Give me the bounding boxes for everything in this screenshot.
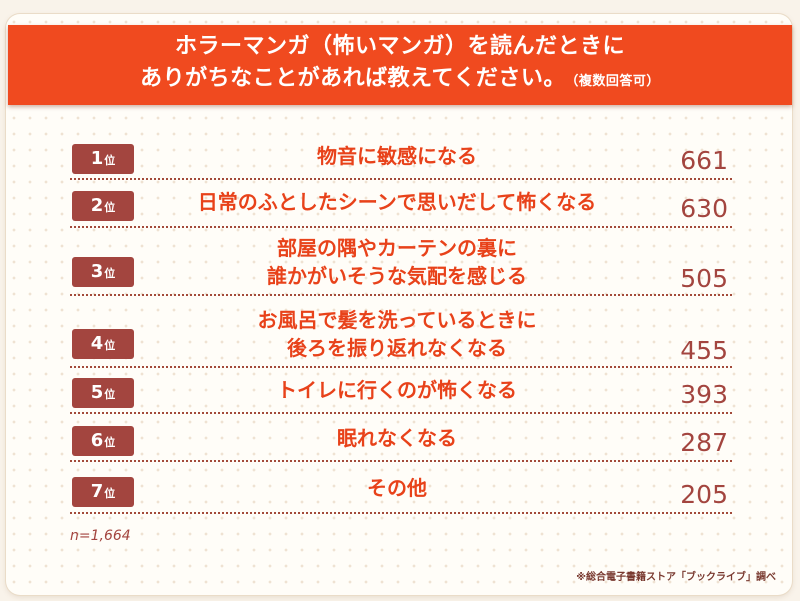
- question-header: ホラーマンガ（怖いマンガ）を読んだときに ありがちなことがあれば教えてください。…: [8, 25, 792, 105]
- answer-label-line: お風呂で髪を洗っているときに: [257, 308, 537, 332]
- rank-number: 7: [90, 481, 104, 502]
- rank-suffix: 位: [104, 154, 116, 167]
- answer-count: 455: [680, 336, 728, 365]
- row-divider: [70, 226, 732, 228]
- multiple-answers-note: （複数回答可）: [571, 74, 660, 89]
- rank-number: 3: [90, 261, 104, 282]
- answer-label: トイレに行くのが怖くなる: [162, 376, 632, 404]
- rank-badge: 5位: [72, 378, 134, 408]
- table-row: 7位 その他 205: [70, 470, 732, 514]
- answer-label-line: その他: [367, 476, 427, 500]
- row-divider: [70, 512, 732, 514]
- rank-badge: 4位: [72, 329, 134, 359]
- rank-badge: 6位: [72, 426, 134, 456]
- rank-suffix: 位: [104, 388, 116, 401]
- card-background: [6, 14, 792, 595]
- question-line-1: ホラーマンガ（怖いマンガ）を読んだときに: [174, 34, 625, 59]
- answer-label-line: 誰かがいそうな気配を感じる: [267, 264, 527, 288]
- table-row: 1位 物音に敏感になる 661: [70, 138, 732, 180]
- answer-label: 日常のふとしたシーンで思いだして怖くなる: [162, 188, 632, 216]
- rank-number: 4: [90, 333, 104, 354]
- answer-label-line: 日常のふとしたシーンで思いだして怖くなる: [197, 190, 597, 214]
- answer-count: 505: [680, 264, 728, 293]
- row-divider: [70, 460, 732, 462]
- rank-number: 5: [90, 382, 104, 403]
- answer-count: 393: [680, 380, 728, 409]
- rank-suffix: 位: [104, 436, 116, 449]
- rank-suffix: 位: [104, 487, 116, 500]
- answer-count: 630: [680, 194, 728, 223]
- row-divider: [70, 178, 732, 180]
- answer-count: 287: [680, 428, 728, 457]
- answer-label-line: トイレに行くのが怖くなる: [277, 378, 517, 402]
- answer-label: 眠れなくなる: [162, 424, 632, 452]
- rank-number: 1: [90, 148, 104, 169]
- table-row: 5位 トイレに行くのが怖くなる 393: [70, 372, 732, 414]
- rank-suffix: 位: [104, 339, 116, 352]
- row-divider: [70, 294, 732, 296]
- source-note: ※総合電子書籍ストア「ブックライブ」調べ: [576, 572, 776, 583]
- rank-badge: 3位: [72, 257, 134, 287]
- row-divider: [70, 412, 732, 414]
- rank-number: 6: [90, 430, 104, 451]
- answer-label-line: 眠れなくなる: [337, 426, 457, 450]
- rank-badge: 7位: [72, 477, 134, 507]
- table-row: 6位 眠れなくなる 287: [70, 420, 732, 462]
- answer-label-line: 物音に敏感になる: [317, 144, 477, 168]
- answer-label-line: 部屋の隅やカーテンの裏に: [277, 236, 517, 260]
- answer-label: 部屋の隅やカーテンの裏に 誰かがいそうな気配を感じる: [162, 234, 632, 290]
- question-line-2: ありがちなことがあれば教えてください。 （複数回答可）: [8, 64, 792, 97]
- answer-label: 物音に敏感になる: [162, 142, 632, 170]
- table-row: 4位 お風呂で髪を洗っているときに 後ろを振り返れなくなる 455: [70, 304, 732, 368]
- table-row: 2位 日常のふとしたシーンで思いだして怖くなる 630: [70, 184, 732, 228]
- question-line-2-text: ありがちなことがあれば教えてください。: [140, 66, 566, 91]
- table-row: 3位 部屋の隅やカーテンの裏に 誰かがいそうな気配を感じる 505: [70, 232, 732, 296]
- rank-suffix: 位: [104, 201, 116, 214]
- answer-count: 661: [680, 146, 728, 175]
- answer-label-line: 後ろを振り返れなくなる: [287, 336, 507, 360]
- sample-size: n=1,664: [70, 528, 131, 544]
- answer-label: その他: [162, 474, 632, 502]
- rank-badge: 1位: [72, 144, 134, 174]
- answer-label: お風呂で髪を洗っているときに 後ろを振り返れなくなる: [162, 306, 632, 362]
- rank-number: 2: [90, 195, 104, 216]
- row-divider: [70, 366, 732, 368]
- rank-suffix: 位: [104, 267, 116, 280]
- answer-count: 205: [680, 480, 728, 509]
- rank-badge: 2位: [72, 191, 134, 221]
